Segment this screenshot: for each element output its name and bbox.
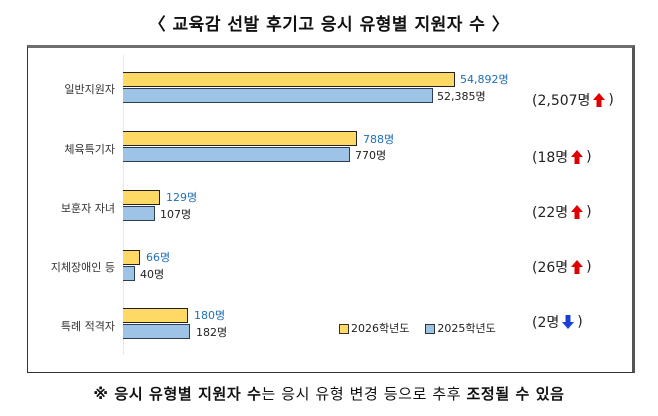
bar-2026 [123, 131, 357, 146]
footnote: ※ 응시 유형별 지원자 수는 응시 유형 변경 등으로 추후 조정될 수 있음 [0, 383, 658, 404]
chart-frame [27, 45, 635, 373]
bar-2025 [123, 206, 155, 221]
change-annotation: (2명 ) [532, 314, 583, 331]
legend-swatch-2025 [425, 324, 436, 334]
arrow-up-icon [571, 260, 584, 274]
arrow-up-icon [571, 150, 584, 164]
bar-2025 [123, 147, 350, 162]
chart-legend: 2026학년도 2025학년도 [339, 320, 496, 336]
change-annotation: (22명 ) [532, 204, 592, 221]
category-axis [123, 55, 124, 355]
value-2026: 788명 [363, 133, 395, 146]
legend-swatch-2026 [339, 324, 349, 334]
category-label: 보훈자 자녀 [60, 202, 115, 215]
footnote-bold-2: 조정될 수 있음 [466, 385, 565, 403]
bar-2026 [123, 250, 140, 265]
bar-2026 [123, 308, 188, 323]
legend-item-2025: 2025학년도 [425, 320, 496, 336]
bar-2025 [123, 266, 135, 281]
value-2025: 770명 [355, 149, 387, 162]
arrow-up-icon [593, 93, 606, 107]
value-2025: 52,385명 [437, 90, 486, 103]
bar-2026 [123, 190, 160, 205]
value-2025: 40명 [140, 268, 165, 281]
change-value: (2,507명 [532, 93, 591, 109]
change-value: (18명 [532, 150, 569, 166]
arrow-down-icon [562, 315, 575, 329]
bar-2025 [123, 88, 433, 103]
footnote-bold-1: ※ 응시 유형별 지원자 수 [93, 385, 262, 403]
change-value: (22명 [532, 205, 569, 221]
category-label: 체육특기자 [64, 143, 115, 156]
chart-title: 〈 교육감 선발 후기고 응시 유형별 지원자 수 〉 [148, 15, 510, 35]
footnote-normal: 는 응시 유형 변경 등으로 추후 [261, 385, 467, 403]
value-2025: 182명 [196, 326, 228, 339]
bar-2026 [123, 72, 455, 87]
category-label: 지체장애인 등 [50, 261, 115, 274]
value-2026: 66명 [146, 251, 171, 264]
bar-2025 [123, 324, 190, 339]
category-label: 일반지원자 [64, 83, 115, 96]
change-annotation: (2,507명 ) [532, 92, 614, 109]
change-value: (2명 [532, 315, 560, 331]
arrow-up-icon [571, 205, 584, 219]
category-label: 특례 적격자 [60, 320, 115, 333]
change-annotation: (26명 ) [532, 259, 592, 276]
change-value: (26명 [532, 260, 569, 276]
value-2026: 129명 [166, 191, 198, 204]
change-annotation: (18명 ) [532, 149, 592, 166]
value-2026: 54,892명 [460, 73, 509, 86]
value-2025: 107명 [160, 208, 192, 221]
legend-item-2026: 2026학년도 [339, 320, 409, 336]
value-2026: 180명 [194, 309, 226, 322]
